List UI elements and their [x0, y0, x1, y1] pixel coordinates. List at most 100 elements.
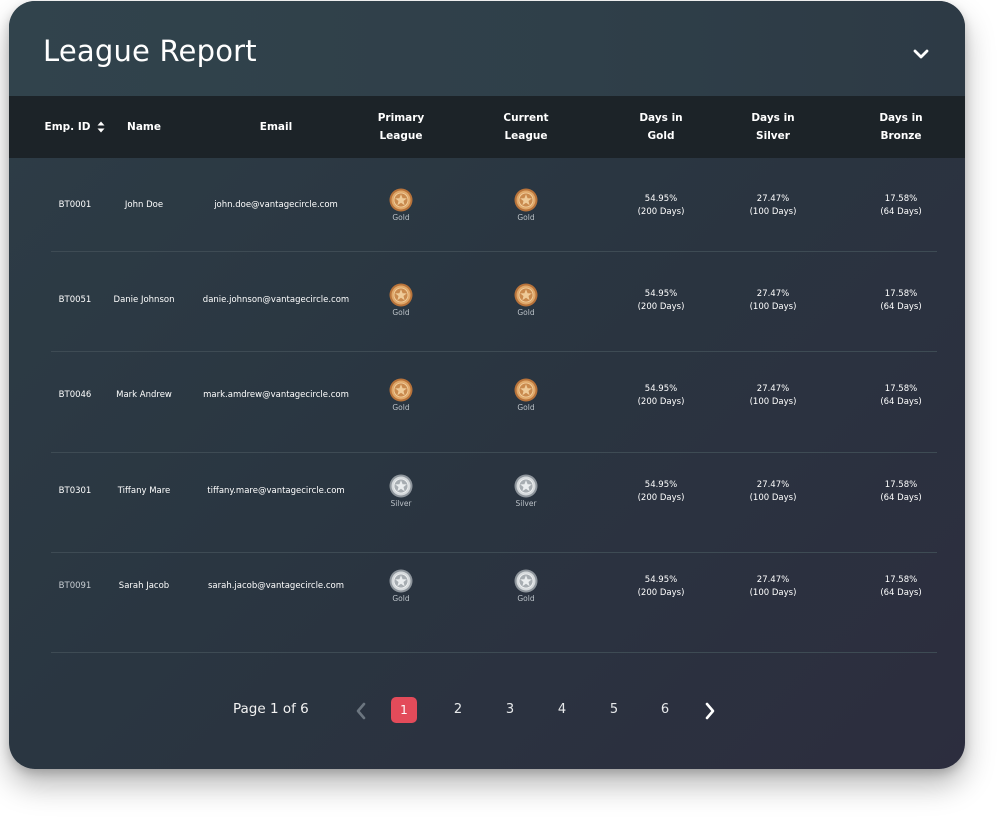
page-info: Page 1 of 6 [233, 701, 309, 717]
days-value: (200 Days) [637, 587, 685, 598]
percent-value: 17.58% [884, 574, 918, 585]
days-value: (100 Days) [749, 396, 797, 407]
pagination: Page 1 of 6 1 2 3 4 5 6 [9, 691, 965, 731]
page-2-button[interactable]: 2 [453, 702, 463, 717]
email-cell: tiffany.mare@vantagecircle.com [207, 486, 345, 496]
days-in-silver-cell: 27.47% (100 Days) [729, 348, 817, 443]
primary-league-cell: Gold [361, 348, 441, 443]
emp-id-cell: BT0091 [58, 581, 92, 591]
days-value: (200 Days) [637, 206, 685, 217]
column-header-current: Current League [485, 96, 567, 158]
column-header-label: Emp. ID [44, 121, 91, 133]
primary-league-cell: Gold [361, 539, 441, 634]
column-header-label: Days in Gold [639, 112, 683, 142]
percent-value: 54.95% [644, 574, 678, 585]
gold-medal-icon [389, 188, 413, 212]
table-row[interactable]: BT0001 John Doe john.doe@vantagecircle.com… [9, 158, 965, 253]
league-label: Gold [392, 594, 410, 603]
column-header-name: Name [101, 96, 187, 158]
days-value: (200 Days) [637, 492, 685, 503]
league-label: Gold [392, 403, 410, 412]
gold-medal-icon [389, 378, 413, 402]
days-in-gold-cell: 54.95% (200 Days) [609, 253, 713, 348]
days-value: (64 Days) [880, 492, 922, 503]
gold-medal-icon [514, 188, 538, 212]
league-label: Gold [517, 213, 535, 222]
column-header-label: Current League [503, 112, 549, 142]
collapse-button[interactable] [911, 46, 931, 62]
percent-value: 27.47% [756, 574, 790, 585]
primary-league-cell: Gold [361, 158, 441, 253]
name-cell: Sarah Jacob [118, 581, 170, 591]
league-label: Gold [392, 213, 410, 222]
chevron-right-icon [705, 702, 715, 720]
days-in-silver-cell: 27.47% (100 Days) [729, 539, 817, 634]
gold-medal-icon [389, 283, 413, 307]
emp-id-cell: BT0001 [58, 200, 92, 210]
email-cell: danie.johnson@vantagecircle.com [202, 295, 350, 305]
days-value: (100 Days) [749, 301, 797, 312]
silver-medal-icon [514, 474, 538, 498]
page-title: League Report [43, 34, 257, 68]
chevron-down-icon [913, 49, 929, 59]
email-cell: mark.amdrew@vantagecircle.com [203, 390, 349, 400]
column-header-label: Email [259, 121, 293, 133]
column-header-silver: Days in Silver [729, 96, 817, 158]
percent-value: 27.47% [756, 383, 790, 394]
table-row[interactable]: BT0091 Sarah Jacob sarah.jacob@vantagecirc… [9, 539, 965, 634]
silver-medal-icon [389, 474, 413, 498]
days-value: (200 Days) [637, 396, 685, 407]
row-divider [51, 251, 937, 252]
prev-page-button[interactable] [353, 701, 369, 721]
current-league-cell: Silver [485, 444, 567, 539]
percent-value: 54.95% [644, 193, 678, 204]
primary-league-cell: Silver [361, 444, 441, 539]
email-cell: john.doe@vantagecircle.com [214, 200, 338, 210]
days-in-silver-cell: 27.47% (100 Days) [729, 158, 817, 253]
sort-icon[interactable] [97, 121, 105, 133]
column-header-label: Name [127, 121, 161, 133]
table-header: Emp. ID Name Email Primary League Current Le… [9, 96, 965, 158]
page-1-button[interactable]: 1 [391, 697, 417, 723]
row-divider [51, 552, 937, 553]
percent-value: 17.58% [884, 193, 918, 204]
days-in-gold-cell: 54.95% (200 Days) [609, 348, 713, 443]
days-value: (64 Days) [880, 396, 922, 407]
days-value: (200 Days) [637, 301, 685, 312]
table-row[interactable]: BT0051 Danie Johnson danie.johnson@vantage… [9, 253, 965, 348]
days-in-bronze-cell: 17.58% (64 Days) [855, 158, 947, 253]
column-header-primary: Primary League [361, 96, 441, 158]
days-value: (100 Days) [749, 492, 797, 503]
emp-id-cell: BT0301 [58, 486, 92, 496]
column-header-email: Email [191, 96, 361, 158]
table-row[interactable]: BT0046 Mark Andrew mark.amdrew@vantagecirc… [9, 348, 965, 443]
next-page-button[interactable] [702, 701, 718, 721]
page-4-button[interactable]: 4 [557, 702, 567, 717]
row-divider [51, 652, 937, 653]
percent-value: 17.58% [884, 383, 918, 394]
percent-value: 27.47% [756, 288, 790, 299]
name-cell: Danie Johnson [113, 295, 175, 305]
page-6-button[interactable]: 6 [660, 702, 670, 717]
league-label: Gold [517, 403, 535, 412]
days-in-gold-cell: 54.95% (200 Days) [609, 539, 713, 634]
league-report-card: League Report Emp. ID Name Email Primary Le… [9, 1, 965, 769]
emp-id-cell: BT0051 [58, 295, 92, 305]
row-divider [51, 452, 937, 453]
page-5-button[interactable]: 5 [609, 702, 619, 717]
days-in-silver-cell: 27.47% (100 Days) [729, 444, 817, 539]
name-cell: John Doe [124, 200, 164, 210]
card-header: League Report [9, 1, 965, 96]
current-league-cell: Gold [485, 348, 567, 443]
gold-medal-icon [514, 378, 538, 402]
page-3-button[interactable]: 3 [505, 702, 515, 717]
percent-value: 54.95% [644, 383, 678, 394]
column-header-emp-id[interactable]: Emp. ID [39, 96, 111, 158]
days-in-bronze-cell: 17.58% (64 Days) [855, 253, 947, 348]
percent-value: 27.47% [756, 193, 790, 204]
column-header-bronze: Days in Bronze [855, 96, 947, 158]
days-in-bronze-cell: 17.58% (64 Days) [855, 539, 947, 634]
table-row[interactable]: BT0301 Tiffany Mare tiffany.mare@vantageci… [9, 444, 965, 539]
days-value: (64 Days) [880, 587, 922, 598]
name-cell: Mark Andrew [116, 390, 172, 400]
